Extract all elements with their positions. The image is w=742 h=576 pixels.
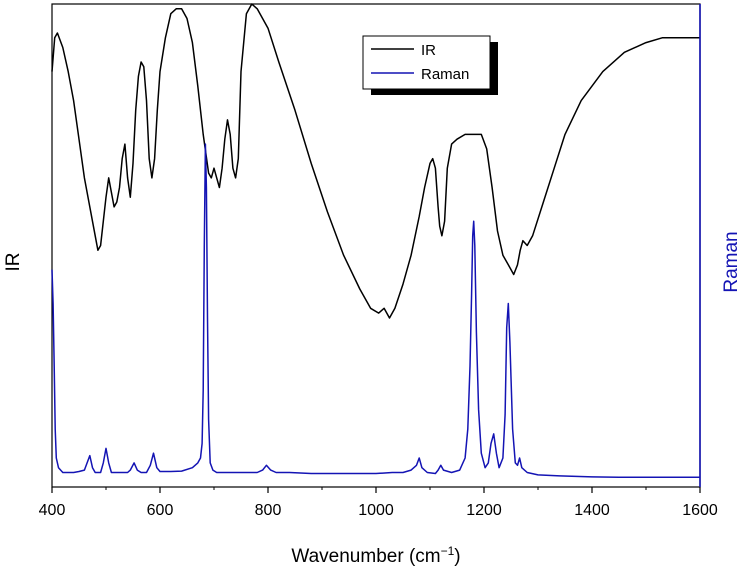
legend: IR Raman [362, 35, 498, 95]
right-axis-title: Raman [721, 231, 742, 292]
series-layer [51, 3, 700, 479]
series-line-ir [51, 3, 700, 319]
x-tick-label: 600 [147, 502, 174, 519]
x-tick-label: 1400 [574, 502, 610, 519]
x-tick-label: 1200 [466, 502, 502, 519]
x-ticks: 400 600 800 1000 1200 1400 1600 [39, 487, 718, 519]
legend-label-raman: Raman [421, 66, 469, 83]
x-axis-title: Wavenumber (cm−1) [291, 544, 460, 567]
x-tick-label: 1600 [682, 502, 718, 519]
series-line-raman [51, 143, 700, 479]
x-tick-label: 1000 [358, 502, 394, 519]
legend-box [362, 35, 491, 90]
legend-label-ir: IR [421, 42, 436, 59]
x-tick-label: 400 [39, 502, 66, 519]
x-tick-label: 800 [255, 502, 282, 519]
left-axis-title: IR [3, 253, 24, 272]
